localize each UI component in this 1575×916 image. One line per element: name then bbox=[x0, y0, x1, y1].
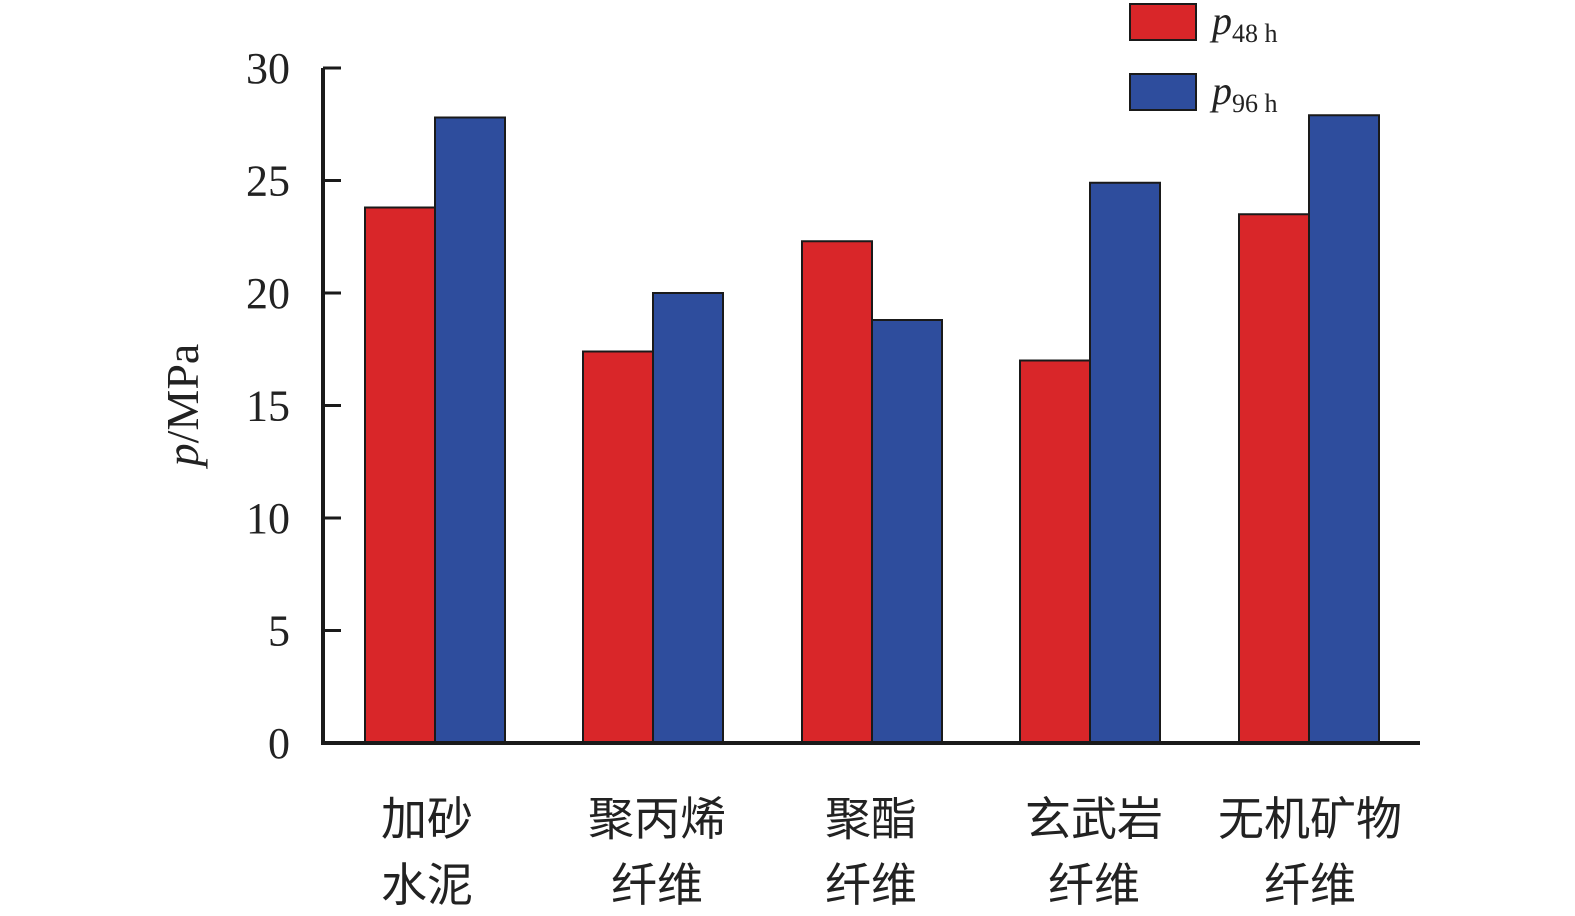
y-tick-label: 15 bbox=[246, 382, 290, 431]
y-tick-label: 10 bbox=[246, 494, 290, 543]
legend-label-96h: p96 h bbox=[1209, 68, 1278, 118]
x-category-label: 水泥 bbox=[381, 860, 473, 911]
y-tick-label: 30 bbox=[246, 44, 290, 93]
bars bbox=[364, 114, 1380, 744]
legend-label-48h: p48 h bbox=[1209, 0, 1278, 48]
bar-48h-3 bbox=[1019, 359, 1091, 744]
legend-swatch-96h bbox=[1129, 73, 1197, 111]
x-category-label: 纤维 bbox=[825, 860, 917, 911]
bar-48h-2 bbox=[801, 240, 873, 744]
y-tick-label: 20 bbox=[246, 269, 290, 318]
bar-48h-4 bbox=[1238, 213, 1310, 744]
y-label-symbol: p bbox=[157, 443, 208, 469]
x-category-label: 加砂 bbox=[381, 794, 473, 845]
bar-48h-0 bbox=[364, 206, 436, 744]
x-category-label: 玄武岩 bbox=[1025, 794, 1163, 845]
bar-96h-0 bbox=[434, 116, 506, 744]
x-category-label: 无机矿物 bbox=[1218, 794, 1402, 845]
y-tick-label: 5 bbox=[268, 607, 290, 656]
y-tick-label: 25 bbox=[246, 157, 290, 206]
bar-96h-3 bbox=[1089, 181, 1161, 744]
y-ticks: 0 5 10 15 20 25 30 bbox=[246, 44, 341, 768]
bar-96h-2 bbox=[871, 319, 943, 744]
bar-96h-4 bbox=[1308, 114, 1380, 744]
x-category-label: 纤维 bbox=[611, 860, 703, 911]
x-category-label: 聚丙烯 bbox=[588, 794, 726, 845]
x-category-label: 聚酯 bbox=[825, 794, 917, 845]
x-category-label: 纤维 bbox=[1048, 860, 1140, 911]
y-label-unit: /MPa bbox=[157, 344, 208, 444]
legend: p48 h p96 h bbox=[1129, 0, 1278, 118]
y-axis-label: p/MPa bbox=[157, 344, 208, 470]
x-category-label: 纤维 bbox=[1264, 860, 1356, 911]
bar-48h-1 bbox=[582, 350, 654, 744]
legend-swatch-48h bbox=[1129, 3, 1197, 41]
bar-96h-1 bbox=[652, 292, 724, 744]
y-tick-label: 0 bbox=[268, 719, 290, 768]
